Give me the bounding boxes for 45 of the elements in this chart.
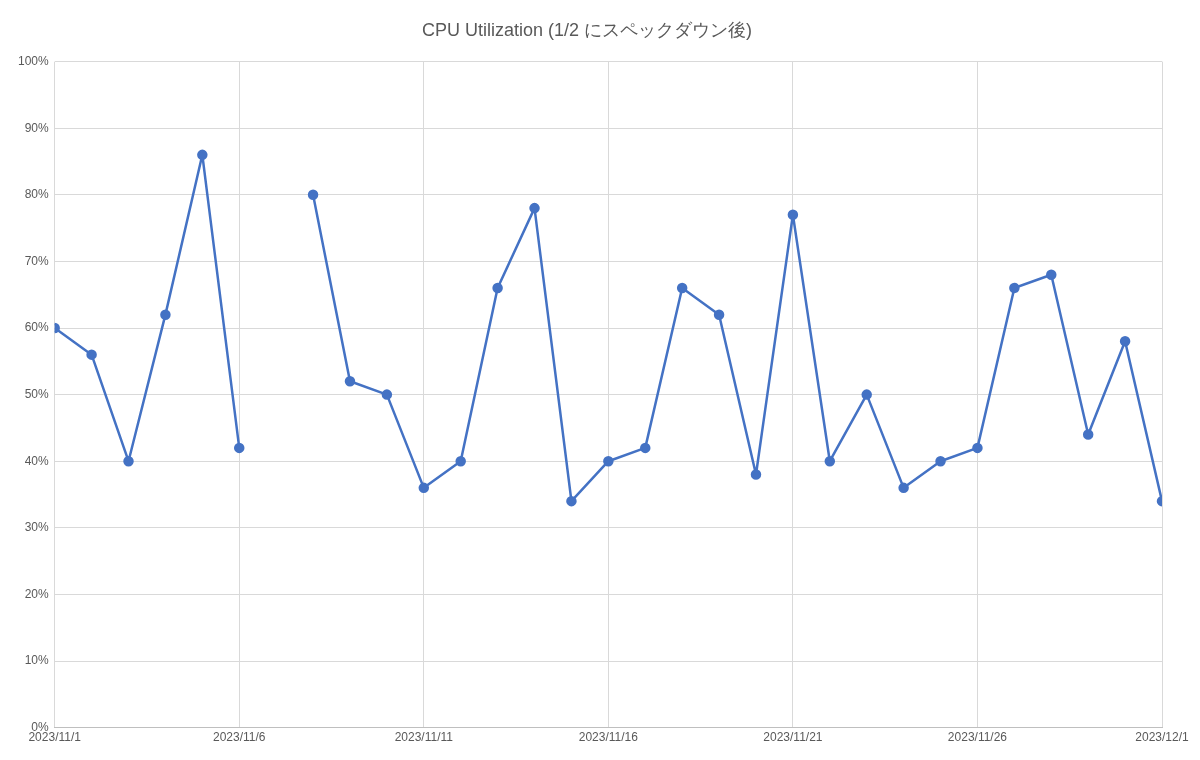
x-tick-label: 2023/11/6 xyxy=(212,730,266,745)
point xyxy=(603,455,614,467)
point xyxy=(1046,269,1057,280)
point xyxy=(197,149,208,161)
point xyxy=(824,455,836,467)
x-tick-label: 2023/11/26 xyxy=(947,730,1008,745)
y-tick-label: 90% xyxy=(24,120,50,135)
point xyxy=(233,442,245,454)
y-tick-label: 30% xyxy=(24,520,50,535)
y-tick-label: 100% xyxy=(17,53,50,68)
y-tick-label: 40% xyxy=(24,453,50,468)
y-tick-label: 80% xyxy=(24,187,50,202)
point xyxy=(492,282,503,294)
x-tick-label: 2023/11/11 xyxy=(394,730,454,745)
point xyxy=(529,202,540,214)
point xyxy=(455,455,466,467)
y-tick-label: 70% xyxy=(24,253,50,268)
point xyxy=(86,349,97,360)
x-tick-label: 2023/11/21 xyxy=(763,730,823,745)
point xyxy=(1009,282,1020,294)
y-tick-label: 60% xyxy=(24,320,50,335)
point xyxy=(713,309,725,320)
point xyxy=(1119,336,1131,347)
x-tick-label: 2023/11/16 xyxy=(578,730,639,745)
point xyxy=(1082,429,1094,440)
point xyxy=(972,442,983,454)
y-tick-label: 20% xyxy=(24,586,50,601)
point xyxy=(381,389,393,400)
point xyxy=(418,482,430,494)
x-tick-label: 2023/12/1 xyxy=(1135,730,1190,745)
point xyxy=(566,495,577,507)
point xyxy=(160,309,171,320)
point xyxy=(344,376,356,387)
point xyxy=(935,455,946,467)
point xyxy=(750,469,762,480)
point xyxy=(861,389,872,400)
y-tick-label: 50% xyxy=(24,386,50,401)
chart-title: CPU Utilization (1/2 にスペックダウン後) xyxy=(421,19,753,40)
point xyxy=(676,282,688,294)
y-tick-label: 10% xyxy=(24,653,50,668)
point xyxy=(640,442,651,454)
point xyxy=(307,189,319,201)
point xyxy=(787,209,799,221)
point xyxy=(898,482,909,494)
point xyxy=(123,455,134,467)
